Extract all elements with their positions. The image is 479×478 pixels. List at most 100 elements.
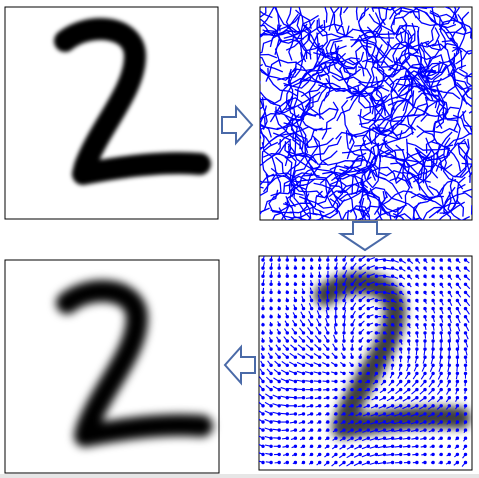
- grid-point: [269, 379, 273, 384]
- random-stroke: [355, 44, 372, 77]
- random-stroke: [464, 72, 472, 80]
- grid-point: [423, 404, 427, 408]
- grid-point: [463, 258, 468, 262]
- random-stroke: [321, 101, 339, 140]
- grid-point: [301, 323, 306, 327]
- grid-point: [301, 396, 306, 400]
- grid-point: [415, 355, 419, 359]
- grid-point: [334, 331, 338, 335]
- grid-point: [318, 371, 322, 376]
- grid-point: [407, 306, 411, 311]
- random-stroke: [461, 162, 472, 165]
- grid-point: [285, 460, 289, 465]
- random-stroke: [358, 81, 387, 112]
- grid-point: [301, 274, 306, 278]
- random-stroke: [436, 77, 447, 119]
- grid-point: [358, 420, 362, 424]
- grid-point: [269, 396, 273, 400]
- grid-point: [334, 371, 338, 376]
- grid-point: [431, 452, 435, 457]
- grid-point: [366, 323, 370, 327]
- grid-point: [350, 258, 354, 262]
- grid-point: [382, 331, 387, 335]
- random-stroke: [359, 12, 383, 42]
- grid-point: [447, 298, 451, 303]
- random-stroke: [283, 77, 327, 87]
- random-stroke: [429, 10, 447, 49]
- random-stroke: [289, 178, 316, 208]
- random-stroke: [377, 199, 412, 220]
- random-stroke: [401, 16, 419, 55]
- grid-point: [318, 387, 322, 392]
- grid-point: [455, 452, 460, 457]
- grid-point: [342, 396, 346, 400]
- grid-point: [293, 363, 298, 367]
- grid-point: [309, 258, 314, 262]
- random-stroke: [312, 198, 339, 219]
- grid-point: [390, 315, 395, 319]
- random-stroke: [452, 46, 472, 55]
- random-stroke: [324, 7, 328, 23]
- random-stroke: [373, 57, 399, 91]
- grid-point: [407, 371, 411, 376]
- grid-point: [358, 298, 362, 303]
- grid-point: [326, 290, 330, 295]
- grid-point: [285, 266, 289, 270]
- grid-point: [334, 387, 338, 392]
- grid-point: [447, 412, 451, 416]
- grid-point: [358, 306, 362, 311]
- random-stroke: [366, 166, 397, 183]
- grid-point: [431, 404, 435, 408]
- random-stroke: [416, 131, 454, 148]
- grid-point: [431, 444, 435, 448]
- grid-point: [366, 396, 370, 400]
- grid-point: [399, 387, 403, 392]
- grid-point: [399, 460, 403, 465]
- random-stroke: [340, 0, 363, 5]
- random-stroke: [260, 33, 274, 36]
- random-stroke: [362, 211, 367, 220]
- grid-point: [447, 444, 451, 448]
- grid-point: [439, 258, 443, 262]
- grid-point: [431, 460, 435, 465]
- grid-point: [431, 420, 435, 424]
- random-stroke: [409, 217, 424, 220]
- grid-point: [334, 347, 338, 351]
- random-stroke: [265, 59, 297, 82]
- grid-point: [342, 460, 346, 465]
- random-stroke: [425, 137, 439, 179]
- random-stroke: [298, 7, 312, 29]
- random-stroke: [294, 44, 324, 74]
- grid-point: [269, 387, 273, 392]
- grid-point: [439, 282, 443, 286]
- grid-point: [399, 412, 403, 416]
- random-stroke: [269, 97, 303, 123]
- grid-point: [285, 274, 289, 278]
- random-stroke: [333, 160, 364, 181]
- grid-point: [399, 339, 403, 343]
- grid-point: [261, 282, 265, 286]
- random-stroke: [275, 156, 305, 186]
- random-stroke: [286, 26, 322, 51]
- grid-point: [301, 379, 306, 384]
- grid-point: [366, 290, 370, 295]
- grid-point: [342, 331, 346, 335]
- grid-point: [399, 420, 403, 424]
- grid-point: [334, 274, 338, 278]
- grid-point: [350, 452, 354, 457]
- grid-point: [261, 387, 265, 392]
- random-stroke: [292, 106, 305, 150]
- grid-point: [439, 339, 443, 343]
- grid-point: [447, 306, 451, 311]
- grid-point: [366, 355, 370, 359]
- grid-point: [415, 404, 419, 408]
- grid-point: [269, 266, 273, 270]
- grid-point: [358, 331, 362, 335]
- grid-point: [277, 347, 281, 351]
- random-stroke: [395, 23, 419, 51]
- grid-point: [350, 404, 354, 408]
- random-stroke: [358, 86, 383, 109]
- grid-point: [277, 266, 281, 270]
- grid-point: [439, 298, 443, 303]
- grid-point: [358, 282, 362, 286]
